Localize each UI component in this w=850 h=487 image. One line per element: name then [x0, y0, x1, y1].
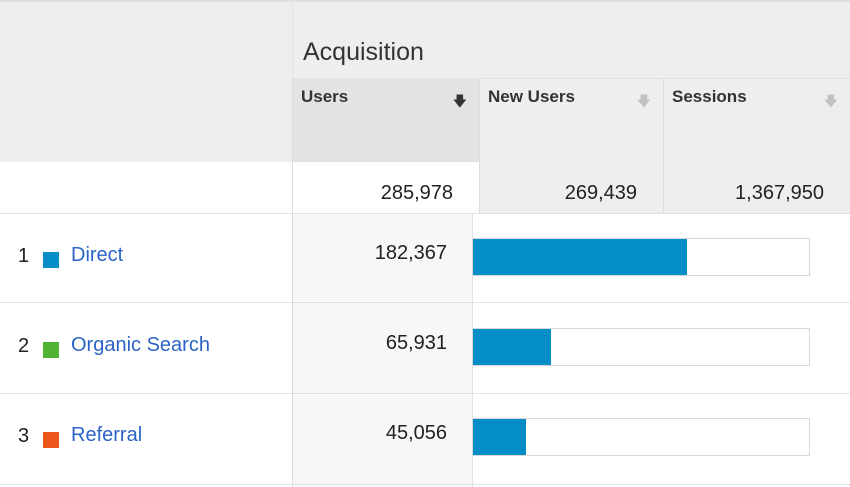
row-divider [0, 213, 850, 214]
channel-link[interactable]: Organic Search [71, 334, 210, 356]
arrow-down-icon[interactable]: 🡇 [452, 93, 467, 109]
column-label-new-users: New Users [488, 87, 575, 106]
channel-color-swatch [43, 432, 59, 448]
column-header-sessions[interactable]: Sessions 🡇 [663, 78, 850, 162]
header-blank-cell [0, 0, 292, 162]
column-header-users[interactable]: Users 🡇 [292, 78, 479, 162]
channel-link[interactable]: Referral [71, 424, 143, 446]
users-share-bar [472, 328, 810, 366]
total-new-users: 269,439 [479, 162, 663, 213]
row-divider [0, 393, 850, 394]
column-label-users: Users [301, 87, 349, 106]
channel-link[interactable]: Direct [71, 244, 124, 266]
row-users-value: 45,056 [385, 422, 447, 444]
users-column-background [292, 213, 473, 487]
acquisition-group-header: Acquisition [292, 0, 850, 78]
users-share-bar-fill [473, 239, 688, 275]
row-rank: 2 [18, 335, 30, 357]
total-sessions: 1,367,950 [663, 162, 850, 213]
column-label-sessions: Sessions [672, 87, 747, 106]
arrow-down-icon[interactable]: 🡇 [636, 93, 651, 109]
row-divider [0, 302, 850, 303]
totals-label-cell [0, 162, 292, 213]
row-rank: 1 [18, 245, 30, 267]
channel-color-swatch [43, 252, 59, 268]
row-users-value: 65,931 [385, 332, 447, 354]
users-share-bar [472, 238, 810, 276]
row-rank: 3 [18, 425, 30, 447]
users-share-bar [472, 418, 810, 456]
acquisition-title: Acquisition [303, 38, 424, 66]
users-share-bar-fill [473, 329, 551, 365]
arrow-down-icon[interactable]: 🡇 [823, 93, 838, 109]
total-users: 285,978 [292, 162, 479, 213]
row-users-value: 182,367 [374, 242, 447, 264]
row-divider [0, 484, 850, 485]
users-share-bar-fill [473, 419, 527, 455]
channel-color-swatch [43, 342, 59, 358]
column-header-new-users[interactable]: New Users 🡇 [479, 78, 663, 162]
